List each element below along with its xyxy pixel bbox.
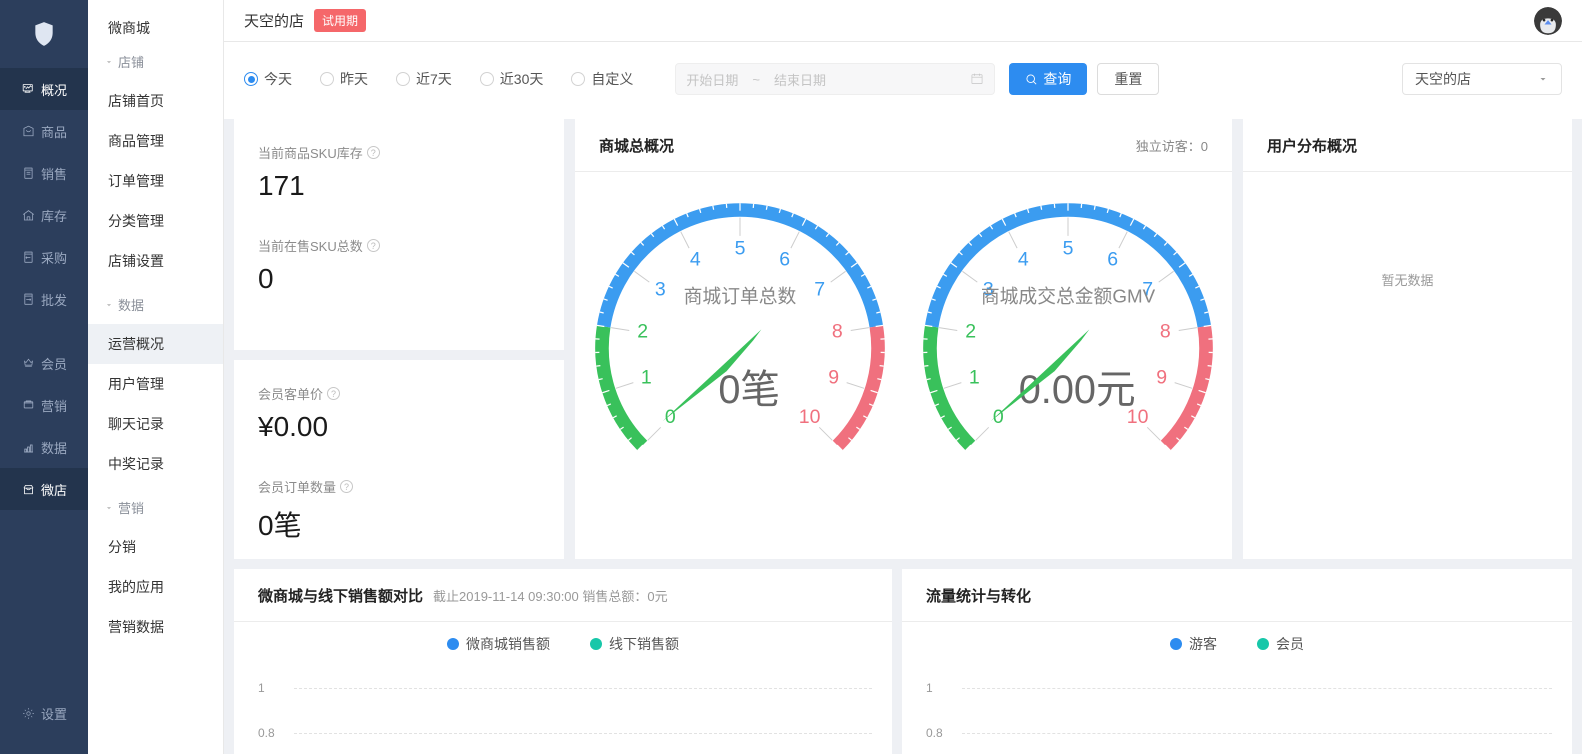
svg-text:0笔: 0笔 <box>718 368 780 412</box>
svg-text:4: 4 <box>1018 248 1029 270</box>
svg-text:2: 2 <box>637 321 648 343</box>
svg-text:9: 9 <box>1156 367 1167 389</box>
svg-text:6: 6 <box>779 248 790 270</box>
svg-text:0: 0 <box>665 406 676 428</box>
svg-text:0: 0 <box>993 406 1004 428</box>
svg-text:0.00元: 0.00元 <box>1019 368 1136 412</box>
svg-text:7: 7 <box>814 278 825 300</box>
svg-text:3: 3 <box>655 278 666 300</box>
svg-text:1: 1 <box>969 367 980 389</box>
svg-text:5: 5 <box>735 238 746 260</box>
svg-text:2: 2 <box>965 321 976 343</box>
svg-text:1: 1 <box>641 367 652 389</box>
svg-text:8: 8 <box>832 321 843 343</box>
svg-text:商城订单总数: 商城订单总数 <box>684 285 797 306</box>
svg-text:6: 6 <box>1107 248 1118 270</box>
svg-text:8: 8 <box>1160 321 1171 343</box>
svg-text:4: 4 <box>690 248 701 270</box>
svg-text:9: 9 <box>828 367 839 389</box>
svg-text:10: 10 <box>799 406 821 428</box>
svg-text:5: 5 <box>1063 238 1074 260</box>
svg-text:商城成交总金额GMV: 商城成交总金额GMV <box>981 285 1156 306</box>
